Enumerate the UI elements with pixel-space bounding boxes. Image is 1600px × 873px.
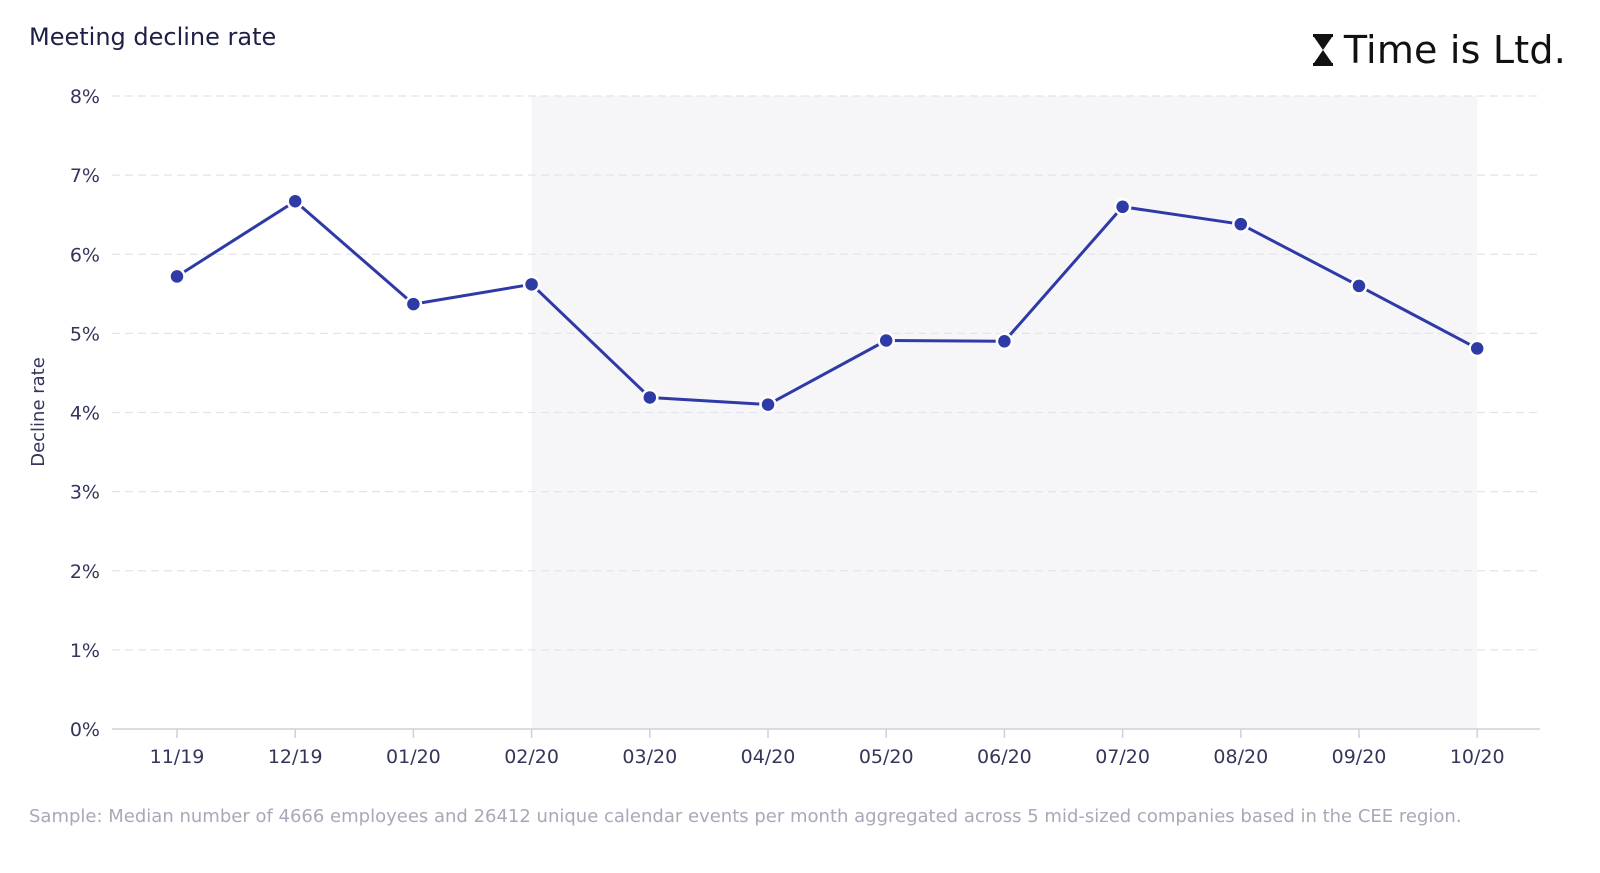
x-tick-label: 07/20 bbox=[1095, 746, 1150, 768]
x-tick-label: 10/20 bbox=[1450, 746, 1505, 768]
data-point bbox=[404, 295, 423, 313]
data-point bbox=[168, 267, 186, 286]
x-tick-label: 11/19 bbox=[150, 746, 205, 768]
data-point bbox=[759, 395, 777, 414]
y-tick-label: 0% bbox=[70, 719, 100, 741]
y-tick-label: 6% bbox=[70, 244, 100, 266]
footnote: Sample: Median number of 4666 employees … bbox=[29, 806, 1462, 827]
data-point bbox=[286, 192, 304, 210]
x-tick-label: 09/20 bbox=[1332, 746, 1387, 768]
y-tick-label: 1% bbox=[70, 640, 100, 662]
y-axis-label: Decline rate bbox=[28, 357, 49, 467]
gridlines bbox=[112, 95, 1540, 651]
data-point bbox=[1468, 339, 1486, 358]
brand-logo: Time is Ltd. bbox=[1312, 28, 1566, 72]
x-tick-label: 04/20 bbox=[741, 746, 796, 768]
hourglass-icon bbox=[1312, 34, 1333, 66]
x-tick-label: 03/20 bbox=[622, 746, 677, 768]
y-tick-label: 4% bbox=[70, 403, 100, 425]
y-tick-label: 8% bbox=[70, 86, 100, 108]
series-line-layer bbox=[176, 199, 1478, 407]
data-point bbox=[522, 275, 541, 294]
brand-name: Time is Ltd. bbox=[1343, 28, 1566, 72]
data-point bbox=[995, 332, 1014, 351]
y-tick-label: 5% bbox=[70, 323, 100, 345]
data-point bbox=[1350, 277, 1368, 295]
x-tick-label: 06/20 bbox=[977, 746, 1032, 768]
y-tick-label: 7% bbox=[70, 165, 100, 187]
x-tick-label: 05/20 bbox=[859, 746, 914, 768]
x-axis-tick-labels: 11/19 12/19 01/20 02/20 03/20 04/20 05/20 06/20… bbox=[150, 746, 1505, 768]
chart-title: Meeting decline rate bbox=[29, 23, 277, 51]
data-point bbox=[1113, 198, 1132, 216]
data-point bbox=[641, 388, 659, 407]
x-tick-label: 12/19 bbox=[268, 746, 323, 768]
y-axis-tick-labels: 0% 1% 2% 3% 4% 5% 6% 7% 8% bbox=[70, 86, 100, 741]
series-line bbox=[176, 199, 1478, 407]
data-point bbox=[1232, 215, 1250, 233]
y-tick-label: 2% bbox=[70, 561, 100, 583]
line-chart: 0% 1% 2% 3% 4% 5% 6% 7% 8% 11/19 12/19 01/20 02/20 0… bbox=[28, 86, 1540, 768]
x-tick-label: 02/20 bbox=[504, 746, 559, 768]
x-axis bbox=[112, 728, 1540, 738]
x-tick-label: 08/20 bbox=[1213, 746, 1268, 768]
y-tick-label: 3% bbox=[70, 482, 100, 504]
x-tick-label: 01/20 bbox=[386, 746, 441, 768]
data-point bbox=[877, 331, 895, 350]
data-points bbox=[168, 192, 1486, 414]
